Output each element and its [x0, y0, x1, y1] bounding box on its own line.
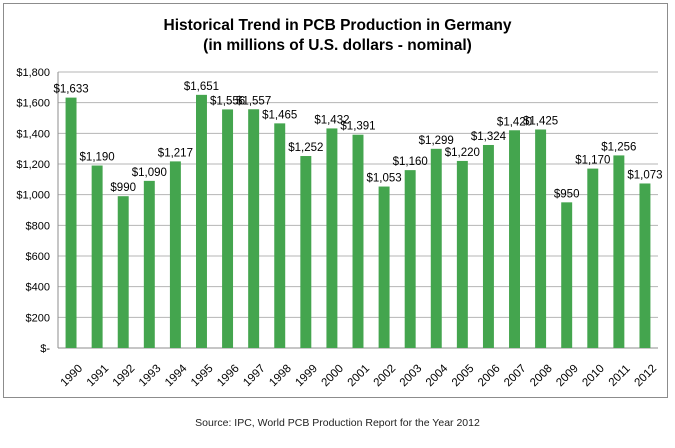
data-label: $1,252	[288, 142, 323, 154]
x-tick-label: 2011	[607, 363, 633, 389]
x-tick-label: 2005	[450, 363, 477, 390]
y-tick-label: $1,200	[16, 159, 50, 171]
bar	[509, 130, 520, 348]
bar	[248, 109, 260, 348]
bar	[456, 160, 468, 348]
x-tick-label: 2007	[502, 363, 529, 390]
data-label: $1,160	[393, 156, 428, 168]
y-tick-label: $-	[40, 343, 50, 355]
chart-title: Historical Trend in PCB Production in Ge…	[163, 17, 512, 34]
x-tick-label: 1997	[241, 363, 268, 390]
x-tick-label: 1991	[85, 363, 112, 390]
x-tick-label: 1994	[163, 362, 190, 389]
data-label: $1,556	[210, 95, 245, 107]
y-tick-label: $400	[26, 282, 50, 294]
source-note: Source: IPC, World PCB Production Report…	[195, 417, 480, 429]
y-tick-label: $1,400	[16, 128, 50, 140]
x-tick-label: 2001	[346, 363, 373, 390]
data-label: $1,256	[601, 141, 636, 153]
x-tick-label: 1993	[137, 363, 164, 390]
bar	[613, 155, 625, 348]
x-tick-label: 1998	[267, 363, 294, 390]
data-label: $1,432	[314, 114, 349, 126]
bar	[378, 186, 390, 348]
data-label: $1,217	[158, 147, 193, 159]
x-tick-label: 1990	[59, 363, 86, 390]
y-tick-label: $1,800	[16, 67, 50, 79]
x-tick-label: 2000	[320, 363, 347, 390]
data-label: $1,324	[471, 131, 507, 143]
data-label: $1,465	[262, 109, 297, 121]
x-tick-label: 1995	[189, 363, 216, 390]
bar	[639, 183, 651, 348]
x-tick-label: 2010	[580, 363, 607, 390]
bar	[430, 148, 442, 348]
y-tick-label: $800	[26, 220, 50, 232]
y-tick-label: $1,600	[16, 98, 50, 110]
bar	[274, 123, 286, 348]
bar	[117, 196, 129, 348]
y-tick-label: $1,000	[16, 190, 50, 202]
bar	[222, 109, 234, 348]
bar	[300, 156, 312, 348]
data-label: $1,090	[132, 167, 167, 179]
bar-chart: $- $200 $400 $600 $800 $1,000 $1,200 $1,400 $1,6…	[16, 67, 662, 390]
data-label: $1,425	[523, 116, 558, 128]
x-tick-label: 2009	[554, 363, 581, 390]
bar	[535, 129, 547, 348]
x-tick-label: 2008	[528, 363, 555, 390]
bar	[404, 170, 416, 348]
x-tick-label: 2012	[633, 363, 660, 390]
data-label: $1,557	[236, 95, 271, 107]
x-tick-label: 2004	[424, 362, 451, 389]
bar	[196, 94, 207, 348]
x-tick-label: 1999	[293, 363, 320, 390]
y-tick-label: $600	[26, 251, 50, 263]
data-label: $1,190	[80, 152, 115, 164]
data-label: $1,651	[184, 81, 219, 93]
data-label: $1,073	[627, 169, 662, 181]
bar	[352, 134, 364, 348]
x-tick-label: 2006	[476, 363, 503, 390]
bar	[143, 180, 155, 348]
chart-subtitle: (in millions of U.S. dollars - nominal)	[203, 37, 472, 54]
data-label: $1,420	[497, 116, 532, 128]
x-tick-label: 1992	[111, 363, 138, 390]
bar	[65, 97, 77, 349]
x-tick-label: 1996	[215, 363, 242, 390]
data-label: $1,053	[366, 173, 401, 185]
data-label: $1,220	[445, 147, 480, 159]
bar	[561, 202, 573, 348]
bar	[326, 128, 338, 348]
bar	[169, 161, 181, 348]
bar	[91, 165, 103, 348]
x-tick-label: 2002	[372, 363, 399, 390]
data-label: $1,170	[575, 155, 610, 167]
data-label: $1,391	[340, 121, 375, 133]
data-label: $990	[110, 182, 136, 194]
data-label: $1,633	[53, 84, 88, 96]
data-label: $950	[554, 188, 580, 200]
data-label: $1,299	[419, 135, 454, 147]
bar	[587, 168, 599, 348]
x-tick-label: 2003	[398, 363, 425, 390]
y-tick-label: $200	[26, 312, 50, 324]
bar	[482, 144, 494, 348]
